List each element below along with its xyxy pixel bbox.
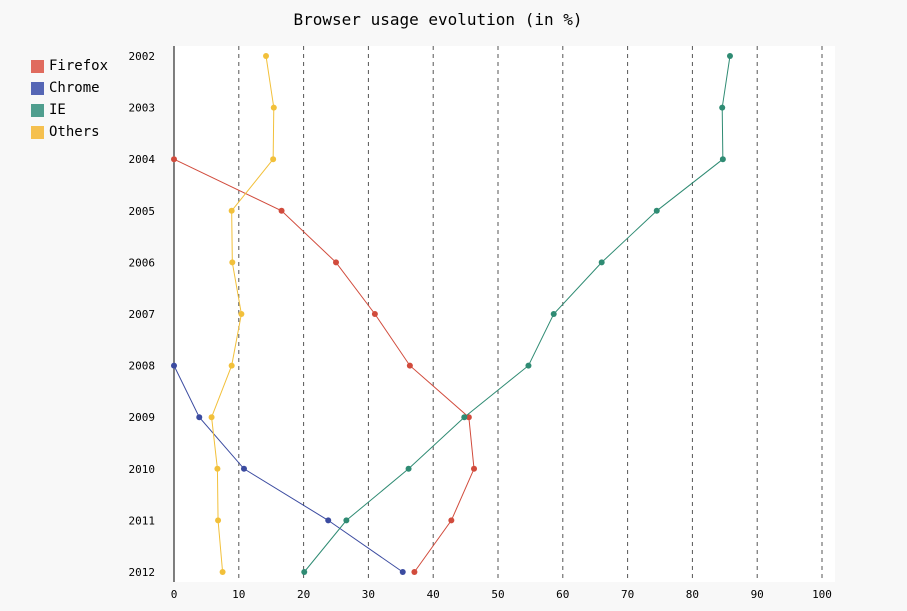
y-tick-label: 2007 <box>129 308 156 321</box>
data-point-firefox <box>465 414 472 421</box>
legend-label: IE <box>49 102 66 118</box>
data-point-chrome <box>196 414 203 421</box>
data-point-ie <box>525 362 532 369</box>
data-point-firefox <box>278 207 285 214</box>
data-point-ie <box>301 569 308 575</box>
data-point-chrome <box>325 517 332 524</box>
data-point-ie <box>598 259 605 266</box>
series-others <box>208 53 277 575</box>
y-tick-label: 2003 <box>129 102 156 115</box>
x-tick-label: 60 <box>556 588 569 601</box>
legend: Firefox Chrome IE Others <box>31 55 108 143</box>
plot-area <box>174 46 835 582</box>
legend-label: Chrome <box>49 80 100 96</box>
legend-swatch <box>31 81 44 95</box>
data-point-others <box>208 414 215 421</box>
data-point-ie <box>405 465 412 472</box>
grid-lines <box>238 46 823 582</box>
data-point-ie <box>461 414 468 421</box>
data-point-ie <box>719 104 726 111</box>
data-point-ie <box>653 207 660 214</box>
x-tick-label: 10 <box>232 588 245 601</box>
legend-item-chrome: Chrome <box>31 77 108 99</box>
data-point-ie <box>550 311 557 317</box>
x-tick-label: 20 <box>297 588 310 601</box>
data-point-others <box>219 569 226 575</box>
data-point-firefox <box>411 569 418 575</box>
data-point-firefox <box>406 362 413 369</box>
y-tick-label: 2012 <box>129 566 156 579</box>
y-tick-label: 2004 <box>129 153 156 166</box>
data-point-others <box>228 362 235 369</box>
x-axis-labels: 0 10 20 30 40 50 60 70 80 90 100 <box>171 588 832 601</box>
data-point-others <box>238 311 245 317</box>
legend-swatch <box>31 103 44 117</box>
series-group <box>171 53 733 575</box>
legend-item-firefox: Firefox <box>31 55 108 77</box>
data-point-chrome <box>171 362 177 369</box>
data-point-chrome <box>399 569 406 575</box>
x-tick-label: 80 <box>686 588 699 601</box>
data-point-firefox <box>333 259 339 266</box>
y-tick-label: 2008 <box>129 360 156 373</box>
data-point-others <box>263 53 270 59</box>
x-tick-label: 40 <box>427 588 440 601</box>
x-tick-label: 50 <box>491 588 504 601</box>
series-ie <box>301 53 733 575</box>
data-point-chrome <box>240 465 247 472</box>
series-firefox <box>171 156 478 575</box>
legend-label: Firefox <box>49 58 109 74</box>
x-tick-label: 30 <box>362 588 375 601</box>
legend-item-others: Others <box>31 121 108 143</box>
y-tick-label: 2010 <box>129 463 156 476</box>
x-tick-label: 90 <box>751 588 764 601</box>
legend-item-ie: IE <box>31 99 108 121</box>
y-tick-label: 2002 <box>129 50 156 63</box>
data-point-others <box>270 156 277 163</box>
x-tick-label: 100 <box>812 588 832 601</box>
series-chrome <box>171 362 406 575</box>
data-point-firefox <box>471 465 478 472</box>
data-point-firefox <box>371 311 378 317</box>
data-point-ie <box>343 517 350 524</box>
data-point-others <box>214 465 221 472</box>
data-point-others <box>270 104 277 111</box>
legend-swatch <box>31 125 44 139</box>
chart-title: Browser usage evolution (in %) <box>294 10 583 29</box>
y-tick-label: 2011 <box>129 514 156 527</box>
data-point-others <box>228 207 235 214</box>
data-point-firefox <box>448 517 455 524</box>
y-tick-label: 2005 <box>129 205 156 218</box>
data-point-firefox <box>171 156 177 163</box>
x-tick-label: 0 <box>171 588 178 601</box>
data-point-ie <box>726 53 733 59</box>
legend-swatch <box>31 59 44 73</box>
y-axis-labels: 2002 2003 2004 2005 2006 2007 2008 2009 2010 2011… <box>129 50 156 579</box>
x-tick-label: 70 <box>621 588 634 601</box>
data-point-others <box>215 517 222 524</box>
data-point-others <box>229 259 236 266</box>
y-tick-label: 2009 <box>129 411 156 424</box>
data-point-ie <box>719 156 726 163</box>
y-tick-label: 2006 <box>129 256 156 269</box>
legend-label: Others <box>49 124 100 140</box>
